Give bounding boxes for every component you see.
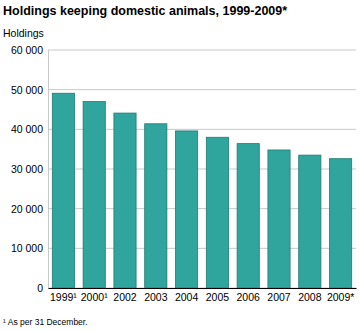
x-tick: 1999¹ xyxy=(50,288,77,303)
bars xyxy=(52,93,351,288)
bar xyxy=(268,150,290,288)
x-axis-line xyxy=(49,288,357,289)
x-tick-label: 2002 xyxy=(113,291,137,303)
x-tick-label: 2003 xyxy=(144,291,168,303)
y-tick: 20 000 xyxy=(11,203,48,215)
footnote: ¹ As per 31 December. xyxy=(3,317,88,327)
bar xyxy=(330,159,352,288)
x-tick: 2004 xyxy=(175,288,199,303)
x-tick: 2009* xyxy=(327,288,354,303)
y-tick: 0 xyxy=(37,282,48,294)
y-tick-label: 0 xyxy=(37,282,43,294)
x-tick: 2003 xyxy=(144,288,168,303)
title: Holdings keeping domestic animals, 1999-… xyxy=(3,4,287,18)
x-tick-label: 2005 xyxy=(206,291,230,303)
x-tick: 2002 xyxy=(113,288,137,303)
x-tick-label: 2000¹ xyxy=(81,291,108,303)
x-tick: 2006 xyxy=(237,288,261,303)
y-axis-title: Holdings xyxy=(3,27,44,39)
y-axis-line xyxy=(48,51,49,289)
y-tick-label: 10 000 xyxy=(11,242,43,254)
x-tick: 2008 xyxy=(298,288,322,303)
x-tick: 2000¹ xyxy=(81,288,108,303)
y-tick-label: 50 000 xyxy=(11,84,43,96)
y-tick: 30 000 xyxy=(11,163,48,175)
y-tick: 60 000 xyxy=(11,44,48,56)
bar xyxy=(206,137,228,288)
grid-line xyxy=(48,50,356,51)
bar xyxy=(176,131,198,288)
chart: Holdings keeping domestic animals, 1999-… xyxy=(0,0,362,331)
grid xyxy=(48,50,356,288)
x-tick: 2005 xyxy=(206,288,230,303)
plot: 0 10 000 20 000 30 000 40 000 50 000 60 000 199… xyxy=(11,44,357,304)
bar xyxy=(114,113,136,288)
y-tick: 40 000 xyxy=(11,123,48,135)
y-tick: 10 000 xyxy=(11,242,48,254)
y-tick-label: 40 000 xyxy=(11,123,43,135)
x-tick-label: 1999¹ xyxy=(50,291,77,303)
x-axis: 1999¹ 2000¹ 2002 2003 2004 2005 2006 2007 2008 20… xyxy=(49,288,357,303)
y-tick-label: 20 000 xyxy=(11,203,43,215)
x-tick: 2007 xyxy=(267,288,291,303)
y-tick-label: 30 000 xyxy=(11,163,43,175)
bar xyxy=(83,102,105,288)
bar xyxy=(237,144,259,288)
x-tick-label: 2004 xyxy=(175,291,199,303)
x-tick-label: 2008 xyxy=(298,291,322,303)
y-tick-label: 60 000 xyxy=(11,44,43,56)
bar xyxy=(52,93,74,288)
bar xyxy=(299,155,321,288)
x-tick-label: 2007 xyxy=(267,291,291,303)
grid-line xyxy=(48,89,356,90)
x-tick-label: 2009* xyxy=(327,291,354,303)
x-tick-label: 2006 xyxy=(237,291,261,303)
bar xyxy=(145,124,167,288)
y-tick: 50 000 xyxy=(11,84,48,96)
y-axis: 0 10 000 20 000 30 000 40 000 50 000 60 000 xyxy=(11,44,49,294)
